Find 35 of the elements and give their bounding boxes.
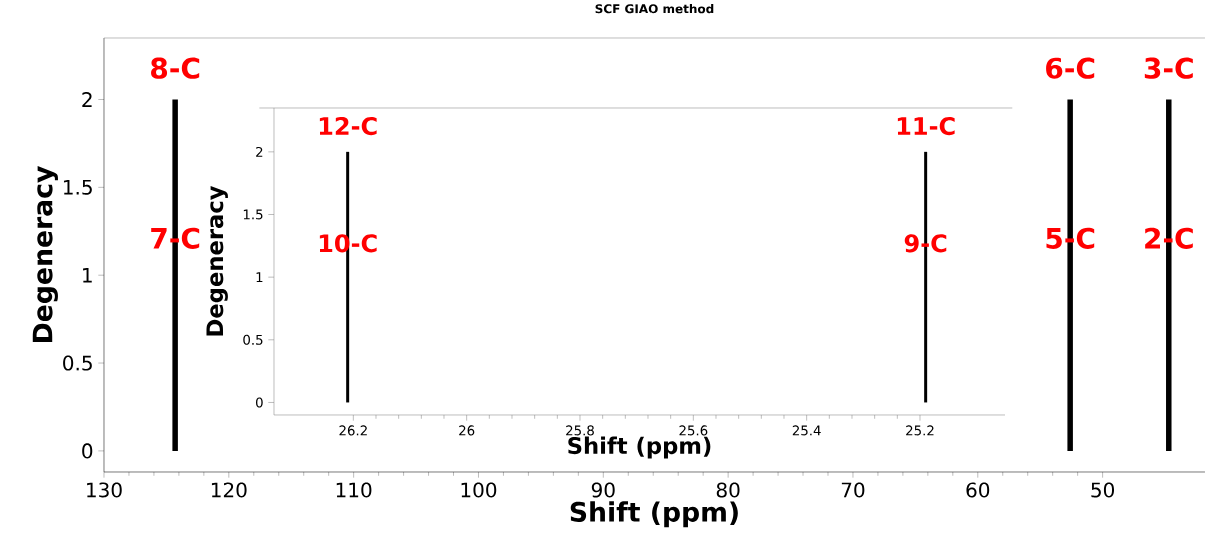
x-tick-label: 25.8 <box>566 425 594 436</box>
x-tick-label: 80 <box>716 482 740 498</box>
y-tick-label: 1 <box>83 267 92 283</box>
x-tick-label: 25.2 <box>906 425 934 436</box>
y-tick-label: 1.5 <box>63 179 92 195</box>
x-tick-label: 120 <box>211 482 247 498</box>
annotation: 3-C <box>1144 57 1193 79</box>
x-axis-title: Shift (ppm) <box>568 436 711 459</box>
annotation: 8-C <box>151 57 200 79</box>
annotation: 12-C <box>319 116 377 136</box>
x-tick-label: 26 <box>459 425 475 436</box>
x-axis-title: Shift (ppm) <box>570 501 738 528</box>
annotation: 11-C <box>897 116 955 136</box>
y-tick-label: 1 <box>256 272 263 283</box>
y-tick-label: 0.5 <box>63 355 92 371</box>
y-axis-title: Degeneracy <box>32 166 58 342</box>
x-tick-label: 90 <box>591 482 615 498</box>
x-tick-label: 26.2 <box>339 425 367 436</box>
y-tick-label: 0 <box>255 397 263 408</box>
y-tick-label: 2 <box>256 146 263 157</box>
y-tick-label: 0 <box>82 443 93 459</box>
x-tick-label: 100 <box>461 482 497 498</box>
x-tick-label: 25.6 <box>679 425 708 436</box>
y-tick-label: 0.5 <box>243 334 263 345</box>
x-tick-label: 110 <box>336 482 372 498</box>
y-tick-label: 1.5 <box>243 209 263 220</box>
chart-title: SCF GIAO method <box>595 3 714 14</box>
y-tick-label: 2 <box>82 92 92 107</box>
x-tick-label: 70 <box>841 482 865 498</box>
y-axis-title: Degeneracy <box>206 185 228 336</box>
annotation: 6-C <box>1046 57 1095 79</box>
x-tick-label: 60 <box>966 482 990 498</box>
x-tick-label: 50 <box>1091 482 1115 498</box>
x-tick-label: 25.4 <box>792 425 821 436</box>
x-tick-label: 130 <box>87 482 122 498</box>
